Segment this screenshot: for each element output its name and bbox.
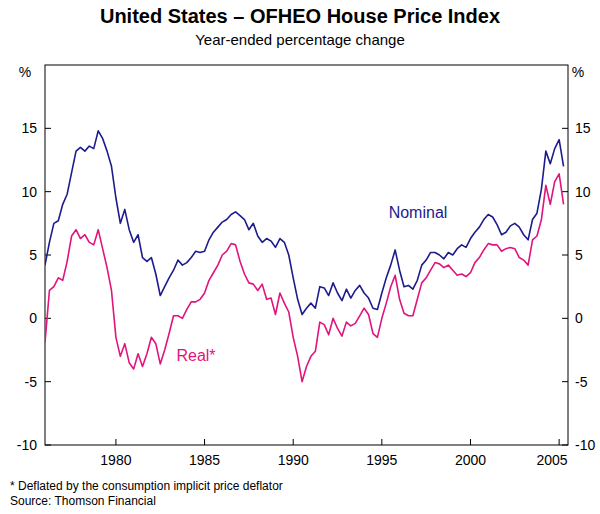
x-tick-label: 1985 <box>189 452 220 468</box>
series-label: Real* <box>176 347 215 364</box>
series-line <box>45 131 564 315</box>
series-label: Nominal <box>389 204 448 221</box>
y-tick-right <box>562 255 568 256</box>
y-tick-left <box>45 318 51 319</box>
series-group <box>45 131 564 382</box>
y-tick-left <box>45 381 51 382</box>
footnote: * Deflated by the consumption implicit p… <box>10 479 283 493</box>
title: United States – OFHEO House Price Index <box>100 5 500 27</box>
y-tick-label-right: 5 <box>575 247 583 263</box>
y-tick-label-right: -5 <box>575 374 588 390</box>
y-tick-left <box>45 255 51 256</box>
x-tick-label: 1995 <box>366 452 397 468</box>
y-tick-left <box>45 191 51 192</box>
x-tick <box>204 439 205 445</box>
y-tick-label-right: -10 <box>575 437 595 453</box>
x-tick <box>559 439 560 445</box>
y-tick-left <box>45 128 51 129</box>
x-tick <box>470 439 471 445</box>
y-tick-label-left: 5 <box>29 247 37 263</box>
x-tick <box>293 439 294 445</box>
x-tick-label: 2000 <box>455 452 486 468</box>
x-tick-label: 2005 <box>536 452 567 468</box>
y-tick-right <box>562 445 568 446</box>
x-tick-label: 1980 <box>100 452 131 468</box>
footnote: Source: Thomson Financial <box>10 494 156 508</box>
y-tick-right <box>562 191 568 192</box>
y-tick-right <box>562 318 568 319</box>
y-unit-left: % <box>19 64 31 80</box>
y-tick-label-left: -5 <box>25 374 38 390</box>
subtitle: Year-ended percentage change <box>195 31 405 48</box>
y-tick-label-right: 10 <box>575 184 591 200</box>
y-tick-right <box>562 381 568 382</box>
y-unit-right: % <box>572 64 584 80</box>
y-tick-left <box>45 445 51 446</box>
y-tick-right <box>562 128 568 129</box>
y-tick-label-right: 0 <box>575 310 583 326</box>
y-tick-label-left: 15 <box>21 120 37 136</box>
y-tick-label-left: 0 <box>29 310 37 326</box>
y-tick-label-right: 15 <box>575 120 591 136</box>
x-tick-label: 1990 <box>278 452 309 468</box>
chart: United States – OFHEO House Price Index Y… <box>0 0 600 514</box>
x-tick <box>115 439 116 445</box>
y-tick-label-left: 10 <box>21 184 37 200</box>
x-tick <box>381 439 382 445</box>
plot-frame <box>45 65 568 445</box>
y-tick-label-left: -10 <box>17 437 37 453</box>
series-line <box>45 174 564 382</box>
